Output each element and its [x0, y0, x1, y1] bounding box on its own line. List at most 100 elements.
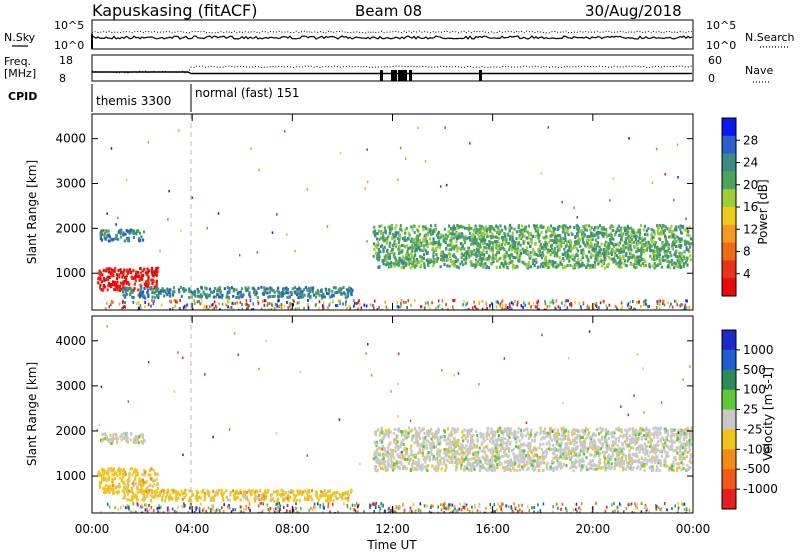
echo-point: [151, 295, 154, 299]
ground-scatter-point: [680, 303, 682, 307]
echo-point: [245, 497, 248, 501]
echo-point: [190, 295, 193, 299]
echo-point: [468, 446, 471, 449]
echo-point: [523, 248, 526, 252]
echo-point: [455, 231, 458, 235]
echo-point: [304, 497, 307, 501]
echo-point: [678, 439, 681, 443]
echo-point: [651, 455, 654, 459]
echo-point: [432, 247, 435, 251]
echo-point: [675, 433, 678, 436]
echo-point: [121, 480, 125, 484]
echo-point: [125, 431, 129, 435]
echo-point: [205, 287, 208, 291]
echo-point: [637, 230, 640, 233]
echo-point: [611, 229, 614, 233]
ground-scatter-point: [591, 304, 593, 308]
echo-point: [418, 239, 421, 242]
ground-scatter-point: [414, 299, 416, 303]
echo-point: [669, 447, 672, 451]
echo-point: [500, 455, 503, 459]
echo-point: [688, 250, 691, 254]
ground-scatter-point: [212, 303, 214, 307]
echo-point: [672, 462, 675, 466]
echo-point: [227, 498, 230, 502]
echo-point: [248, 490, 252, 494]
scattered-echo-point: [250, 147, 252, 150]
echo-point: [474, 264, 478, 268]
echo-point: [267, 489, 270, 492]
echo-point: [106, 278, 110, 282]
scattered-echo-point: [106, 212, 108, 215]
scattered-echo-point: [440, 185, 442, 188]
echo-point: [411, 239, 415, 243]
echo-point: [664, 249, 667, 253]
echo-point: [134, 474, 138, 478]
echo-point: [387, 458, 390, 462]
echo-point: [672, 240, 675, 244]
echo-point: [444, 468, 447, 472]
echo-point: [300, 491, 303, 495]
echo-point: [556, 459, 559, 463]
echo-point: [469, 238, 472, 242]
echo-point: [482, 465, 485, 469]
echo-point: [269, 288, 272, 292]
ground-scatter-point: [598, 306, 600, 310]
echo-point: [658, 247, 661, 251]
echo-point: [140, 277, 143, 281]
echo-point: [256, 296, 259, 299]
echo-point: [122, 288, 125, 292]
echo-point: [671, 242, 674, 246]
echo-point: [321, 494, 324, 498]
echo-point: [216, 489, 219, 493]
echo-point: [140, 294, 143, 298]
echo-point: [466, 236, 469, 240]
ground-scatter-point: [437, 299, 440, 303]
echo-point: [544, 263, 547, 267]
ground-scatter-point: [110, 303, 112, 307]
echo-point: [610, 241, 613, 245]
echo-point: [475, 255, 478, 259]
ground-scatter-point: [534, 305, 537, 309]
echo-point: [374, 468, 377, 472]
ground-scatter-point: [640, 304, 642, 308]
echo-point: [463, 434, 466, 438]
echo-point: [549, 253, 552, 257]
echo-point: [576, 227, 579, 231]
echo-point: [500, 246, 503, 250]
echo-point: [578, 264, 581, 268]
echo-point: [118, 284, 122, 288]
echo-point: [402, 237, 405, 241]
echo-point: [627, 226, 630, 230]
echo-point: [506, 266, 509, 269]
echo-point: [344, 496, 347, 500]
echo-point: [310, 489, 314, 493]
scattered-echo-point: [469, 142, 471, 145]
echo-point: [674, 254, 678, 258]
echo-point: [421, 444, 424, 448]
echo-point: [636, 447, 639, 451]
echo-point: [423, 455, 426, 459]
echo-point: [339, 288, 342, 292]
ground-scatter-point: [150, 304, 152, 308]
echo-point: [445, 247, 448, 251]
echo-point: [225, 495, 228, 499]
echo-point: [315, 491, 318, 495]
ground-scatter-point: [205, 308, 208, 310]
echo-point: [131, 498, 134, 502]
echo-point: [426, 432, 429, 436]
ground-scatter-point: [294, 307, 297, 310]
ground-scatter-point: [552, 301, 555, 305]
echo-point: [569, 225, 572, 229]
echo-point: [535, 448, 538, 452]
echo-point: [214, 295, 217, 299]
echo-point: [664, 464, 667, 468]
ground-scatter-point: [365, 304, 368, 308]
echo-point: [649, 442, 653, 446]
echo-point: [213, 498, 216, 502]
echo-point: [588, 238, 591, 242]
echo-point: [634, 238, 638, 242]
echo-point: [165, 291, 168, 295]
echo-point: [189, 496, 192, 500]
